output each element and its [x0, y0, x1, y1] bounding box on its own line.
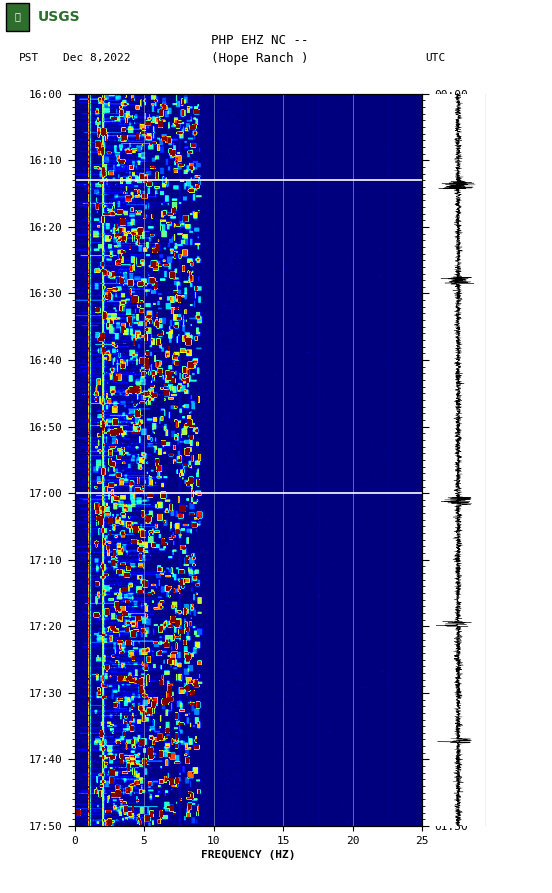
Text: (Hope Ranch ): (Hope Ranch )	[211, 52, 308, 64]
X-axis label: FREQUENCY (HZ): FREQUENCY (HZ)	[201, 850, 296, 860]
Text: USGS: USGS	[38, 10, 81, 24]
Text: Dec 8,2022: Dec 8,2022	[63, 53, 131, 63]
Text: ⛰: ⛰	[14, 12, 20, 21]
Text: PST: PST	[19, 53, 40, 63]
Text: PHP EHZ NC --: PHP EHZ NC --	[211, 34, 308, 46]
Text: UTC: UTC	[425, 53, 445, 63]
FancyBboxPatch shape	[6, 3, 29, 31]
